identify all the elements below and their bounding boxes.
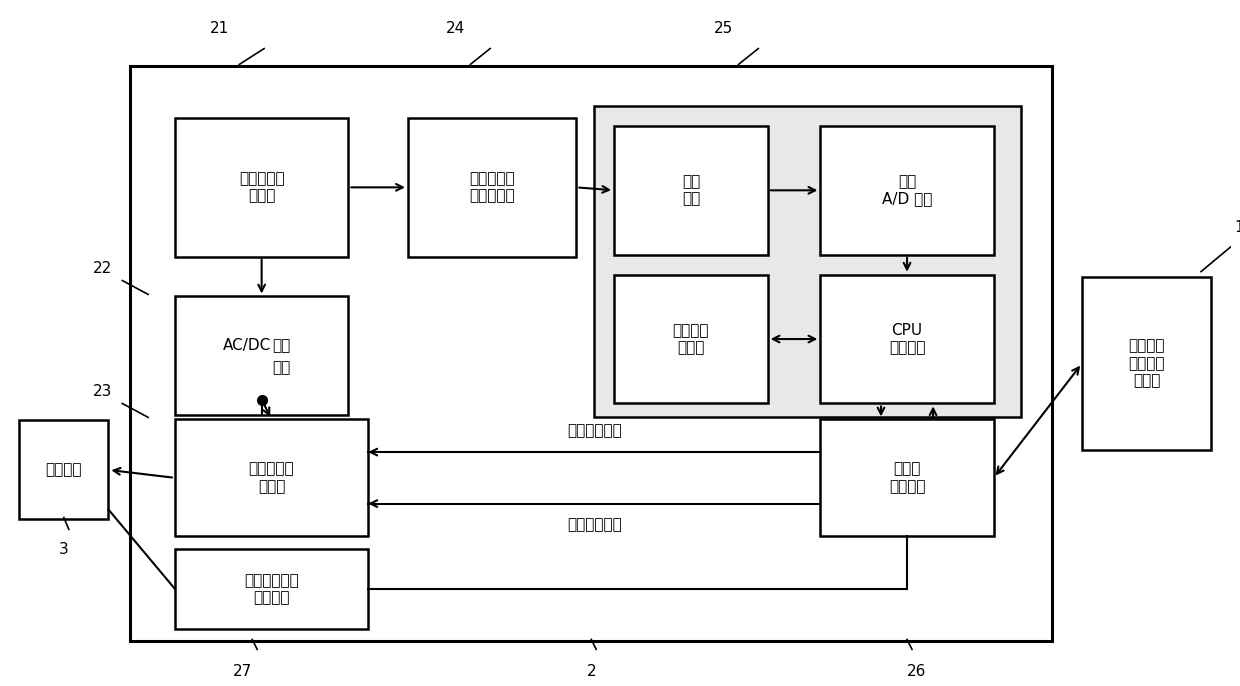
Text: 手动操作系统: 手动操作系统	[567, 517, 621, 532]
Text: 以太网
通信单元: 以太网 通信单元	[889, 462, 925, 494]
Bar	[1083, 276, 1211, 450]
Text: 遥控操作系统: 遥控操作系统	[567, 423, 621, 438]
Text: 21: 21	[210, 21, 229, 36]
Text: 主站波形
记录与分
析系统: 主站波形 记录与分 析系统	[1128, 338, 1164, 388]
Bar	[130, 67, 1053, 641]
Text: 25: 25	[714, 21, 733, 36]
Text: 操作: 操作	[273, 338, 290, 353]
Bar	[821, 274, 993, 403]
Text: AC/DC: AC/DC	[223, 338, 270, 353]
Text: 23: 23	[93, 384, 112, 399]
Bar	[594, 106, 1021, 417]
Bar	[821, 419, 993, 536]
Text: 27: 27	[233, 663, 252, 678]
Text: 滤波
回路: 滤波 回路	[682, 174, 701, 206]
Text: 配电开关: 配电开关	[46, 462, 82, 477]
Bar	[614, 126, 768, 255]
Text: 操动机构控
制单元: 操动机构控 制单元	[249, 462, 294, 494]
Bar	[175, 118, 348, 257]
Bar	[175, 419, 368, 536]
Text: 24: 24	[446, 21, 465, 36]
Text: 波形采集隔
离变送模块: 波形采集隔 离变送模块	[469, 171, 515, 204]
Bar	[20, 421, 108, 519]
Text: 电源: 电源	[273, 360, 290, 375]
Text: 1: 1	[1234, 220, 1240, 235]
Bar	[821, 126, 993, 255]
Bar	[175, 296, 348, 416]
Text: 3: 3	[60, 542, 68, 557]
Text: CPU
核心平台: CPU 核心平台	[889, 323, 925, 355]
Text: 波形本地
存储器: 波形本地 存储器	[672, 323, 709, 355]
Bar	[175, 549, 368, 628]
Text: 开关位置信息
采集模块: 开关位置信息 采集模块	[244, 573, 299, 605]
Bar	[614, 274, 768, 403]
Text: 高速
A/D 采样: 高速 A/D 采样	[882, 174, 932, 206]
Bar	[408, 118, 577, 257]
Text: 交流双路切
换模块: 交流双路切 换模块	[239, 171, 284, 204]
Text: 22: 22	[93, 261, 112, 276]
Text: 2: 2	[587, 663, 596, 678]
Text: 26: 26	[908, 663, 926, 678]
